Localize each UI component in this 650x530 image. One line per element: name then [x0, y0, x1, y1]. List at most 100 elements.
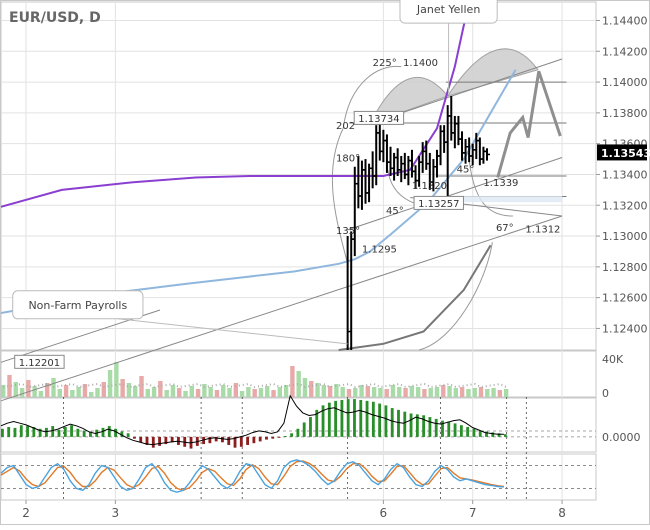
volume-bar [164, 390, 169, 397]
volume-bar [26, 380, 31, 397]
fib-arc [342, 65, 402, 129]
macd-histogram-bar [353, 399, 356, 437]
macd-histogram-bar [478, 430, 482, 437]
volume-bar [7, 375, 12, 397]
macd-histogram-bar [208, 436, 212, 444]
volume-bar [283, 385, 289, 397]
volume-bar [459, 387, 465, 397]
volume-bar [151, 387, 157, 397]
volume-bar [246, 387, 251, 397]
price-tick-label: 1.13200 [602, 199, 648, 212]
macd-histogram-bar [503, 434, 507, 437]
macd-histogram-bar [120, 431, 124, 437]
volume-bar [346, 389, 352, 397]
volume-bar [491, 388, 496, 397]
volume-bar [384, 389, 389, 397]
volume-bar [415, 387, 421, 397]
macd-histogram-bar [1, 428, 4, 437]
angle-label: 202° [336, 121, 360, 132]
macd-histogram-bar [26, 426, 29, 437]
volume-tick-label: 0 [602, 387, 609, 400]
volume-bar [441, 385, 446, 397]
volume-bar [45, 383, 50, 397]
price-tick-label: 1.13000 [602, 230, 648, 243]
macd-histogram-bar [359, 399, 363, 437]
macd-histogram-bar [302, 422, 306, 437]
price-tick-label: 1.13400 [602, 168, 648, 181]
price-annotation: 1.1312 [525, 224, 560, 235]
macd-histogram-bar [252, 436, 256, 444]
macd-histogram-bar [202, 436, 206, 445]
macd-histogram-bar [309, 417, 312, 437]
macd-histogram-bar [139, 436, 143, 443]
macd-line [0, 394, 504, 446]
projection-path [496, 70, 562, 178]
price-tick-label: 1.14200 [602, 45, 648, 58]
macd-histogram-bar [101, 427, 105, 437]
macd-layer [0, 394, 596, 449]
volume-bar [359, 385, 364, 397]
fib-arc [331, 128, 349, 264]
volume-bar [371, 387, 377, 397]
volume-bar [447, 386, 452, 397]
macd-histogram-bar [227, 436, 231, 445]
trend-channel-lower [347, 157, 563, 231]
volume-bar [466, 389, 471, 397]
volume-bar [13, 382, 18, 397]
volume-bar [89, 392, 94, 397]
volume-bar [334, 384, 339, 397]
macd-histogram-bar [57, 429, 61, 437]
price-annotation: 1.1400 [403, 58, 438, 69]
macd-histogram-bar [485, 431, 488, 437]
macd-histogram-bar [51, 426, 55, 437]
volume-bar [422, 389, 427, 397]
macd-histogram-bar [428, 417, 432, 437]
volume-bar [208, 387, 213, 397]
last-price-label: 1.13543 [601, 147, 650, 160]
macd-histogram-bar [422, 415, 426, 437]
volume-bar [107, 370, 113, 397]
volume-bar [309, 381, 314, 397]
volume-bar [340, 387, 345, 397]
annotation-layer: 225° 202° 180° 135° 45° 45° 67° 1.1400 1.1295 1.1… [12, 0, 560, 369]
macd-histogram-bar [466, 426, 470, 437]
volume-bar [397, 387, 402, 397]
volume-bar [38, 391, 44, 397]
macd-histogram-bar [45, 427, 48, 437]
macd-histogram-bar [378, 403, 382, 437]
boxed-price-label: 1.13734 [358, 114, 399, 125]
volume-bar [390, 385, 396, 397]
macd-histogram-bar [246, 436, 250, 445]
candles-layer [346, 95, 491, 350]
angle-label: 135° [336, 226, 360, 237]
macd-histogram-bar [397, 409, 400, 437]
macd-histogram-bar [290, 433, 294, 437]
macd-histogram-bar [151, 436, 155, 448]
volume-bar [70, 390, 75, 397]
moving-average-line [0, 4, 470, 208]
volume-bar [183, 391, 188, 397]
macd-histogram-bar [145, 436, 149, 445]
angle-label: 45° [386, 206, 404, 217]
price-annotation: 1.1339 [483, 178, 518, 189]
volume-tick-label: 40K [602, 353, 624, 366]
macd-histogram-bar [114, 428, 117, 437]
macd-histogram-bar [63, 426, 67, 437]
price-annotation: 1.1295 [362, 244, 397, 255]
volume-bar [472, 388, 477, 397]
macd-histogram-bar [340, 399, 344, 437]
volume-bar [139, 376, 144, 397]
macd-histogram-bar [371, 401, 375, 437]
volume-bar [277, 387, 283, 397]
macd-histogram-bar [453, 423, 457, 437]
macd-histogram-bar [76, 428, 80, 437]
volume-bar [453, 388, 459, 397]
volume-layer [1, 362, 509, 397]
fib-zone-right [446, 48, 539, 97]
macd-histogram-bar [321, 405, 325, 437]
macd-histogram-bar [415, 414, 419, 437]
macd-histogram-bar [221, 436, 224, 443]
volume-bar [177, 388, 182, 397]
